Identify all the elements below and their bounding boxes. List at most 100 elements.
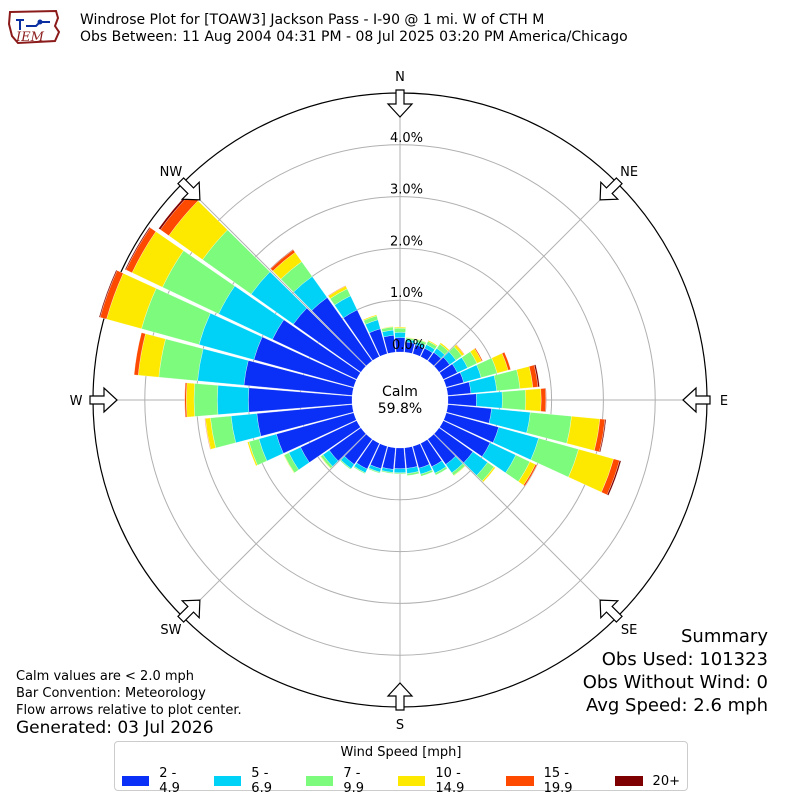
compass-arrow-icon bbox=[682, 386, 711, 414]
compass-arrow-icon bbox=[177, 177, 201, 201]
arrow-shape bbox=[599, 177, 623, 201]
windrose-bar bbox=[394, 332, 406, 338]
windrose-bar bbox=[394, 447, 406, 469]
arrow-shape bbox=[177, 177, 201, 201]
windrose-bar bbox=[98, 269, 118, 318]
legend-title: Wind Speed [mph] bbox=[340, 745, 462, 760]
arrow-shape bbox=[386, 89, 414, 118]
windrose-bar bbox=[124, 226, 151, 271]
compass-label-n: N bbox=[395, 70, 405, 85]
legend-item: 7 - 9.9 bbox=[306, 766, 384, 796]
windrose-bar bbox=[394, 328, 406, 333]
windrose-bar bbox=[406, 471, 420, 476]
axis-labels: 0.0% 1.0% 2.0% 3.0% 4.0% N NE E SE S SW W NW bbox=[70, 70, 729, 733]
windrose-bar bbox=[381, 470, 394, 474]
compass-arrow-icon bbox=[89, 386, 118, 414]
windrose-bar bbox=[393, 468, 407, 474]
windrose-bar bbox=[606, 460, 622, 496]
windrose-bar bbox=[476, 391, 503, 409]
arrow-shape bbox=[599, 599, 623, 623]
legend-label: 2 - 4.9 bbox=[159, 766, 180, 796]
compass-label-w: W bbox=[70, 394, 83, 409]
radial-tick-label: 4.0% bbox=[390, 131, 423, 146]
windrose-bar bbox=[434, 466, 448, 476]
arrow-shape bbox=[682, 386, 711, 414]
windrose-bar bbox=[283, 454, 295, 474]
legend-label: 10 - 14.9 bbox=[435, 766, 465, 796]
windrose-bar bbox=[247, 441, 258, 467]
windrose-bar bbox=[186, 382, 195, 418]
windrose-bars bbox=[98, 191, 622, 496]
summary-block: Summary Obs Used: 101323 Obs Without Win… bbox=[583, 625, 768, 717]
windrose-bar bbox=[217, 385, 250, 415]
flow-note: Flow arrows relative to plot center. bbox=[16, 703, 242, 718]
compass-arrow-icon bbox=[177, 599, 201, 623]
legend-swatch bbox=[398, 776, 426, 786]
radial-tick-label: 1.0% bbox=[390, 286, 423, 301]
legend-item: 5 - 6.9 bbox=[214, 766, 292, 796]
obs-used: Obs Used: 101323 bbox=[601, 649, 768, 670]
windrose-bar bbox=[393, 326, 407, 329]
summary-heading: Summary bbox=[681, 626, 768, 647]
grid-spoke bbox=[182, 433, 367, 618]
compass-label-e: E bbox=[720, 394, 728, 409]
windrose-bar bbox=[420, 469, 434, 477]
arrow-shape bbox=[386, 682, 414, 711]
windrose-bar bbox=[270, 249, 294, 270]
grid-spoke bbox=[182, 182, 367, 367]
compass-arrow-icon bbox=[599, 177, 623, 201]
windrose-bar bbox=[427, 340, 438, 347]
windrose-bar bbox=[416, 338, 427, 343]
legend-item: 2 - 4.9 bbox=[122, 766, 200, 796]
windrose-bar bbox=[327, 285, 347, 297]
legend: Wind Speed [mph] 2 - 4.9 5 - 6.9 7 - 9.9 10… bbox=[114, 741, 688, 796]
windrose-bar bbox=[184, 382, 188, 418]
arrow-shape bbox=[89, 386, 118, 414]
compass-label-se: SE bbox=[621, 623, 637, 638]
legend-item: 15 - 19.9 bbox=[506, 766, 600, 796]
calm-label: Calm bbox=[382, 384, 418, 400]
windrose-bar bbox=[453, 465, 466, 477]
windrose-bar bbox=[133, 332, 146, 376]
windrose-bar bbox=[393, 472, 407, 475]
legend-swatch bbox=[306, 776, 334, 786]
windrose-bar bbox=[447, 393, 477, 407]
legend-swatch bbox=[614, 776, 643, 786]
legend-swatch bbox=[214, 776, 242, 786]
legend-label: 7 - 9.9 bbox=[343, 766, 365, 796]
compass-label-s: S bbox=[396, 718, 404, 733]
arrow-shape bbox=[177, 599, 201, 623]
compass-label-nw: NW bbox=[160, 165, 183, 180]
legend-item: 10 - 14.9 bbox=[398, 766, 492, 796]
legend-label: 5 - 6.9 bbox=[251, 766, 272, 796]
compass-arrows bbox=[89, 89, 711, 711]
legend-item: 20+ bbox=[614, 774, 680, 789]
windrose-bar bbox=[599, 419, 607, 453]
legend-swatch bbox=[122, 776, 150, 786]
windrose-bar bbox=[566, 416, 601, 451]
windrose-bar bbox=[474, 347, 483, 362]
compass-arrow-icon bbox=[386, 682, 414, 711]
legend-label: 15 - 19.9 bbox=[543, 766, 573, 796]
windrose-bar bbox=[533, 364, 540, 388]
iem-logo: IEM bbox=[6, 8, 62, 48]
calm-circle bbox=[352, 352, 448, 448]
obs-without-wind: Obs Without Wind: 0 bbox=[582, 672, 768, 693]
avg-speed: Avg Speed: 2.6 mph bbox=[586, 695, 768, 716]
windrose-bar bbox=[481, 466, 496, 483]
radial-tick-label: 2.0% bbox=[390, 234, 423, 249]
grid-spoke bbox=[433, 182, 618, 367]
radial-tick-label: 0.0% bbox=[392, 338, 425, 353]
windrose-bar bbox=[193, 383, 219, 417]
windrose-bar bbox=[368, 467, 381, 474]
convention-note: Bar Convention: Meteorology bbox=[16, 686, 206, 701]
windrose-bar bbox=[523, 464, 538, 487]
windrose-bar bbox=[230, 413, 261, 443]
windrose-bar bbox=[501, 389, 526, 411]
compass-label-ne: NE bbox=[620, 165, 638, 180]
logo-text: IEM bbox=[15, 30, 45, 45]
windrose-bar bbox=[501, 352, 511, 371]
windrose-bar bbox=[545, 388, 547, 412]
windrose-bar bbox=[353, 466, 366, 474]
